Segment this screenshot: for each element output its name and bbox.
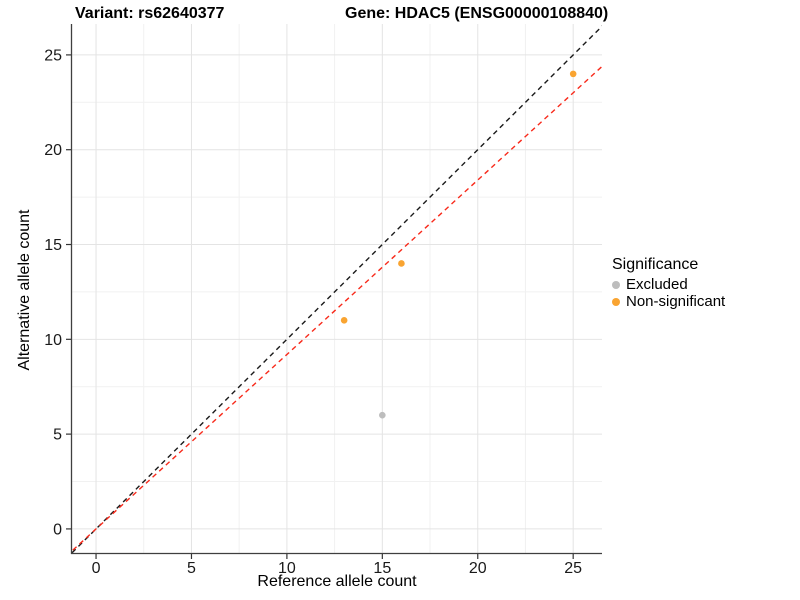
legend-item-excluded: Excluded [612,276,725,293]
y-tick-label: 20 [44,142,62,159]
y-tick-label: 5 [53,427,62,444]
data-point-excluded [379,411,386,419]
panel-area [72,24,602,553]
fit-line [72,65,602,552]
x-tick-label: 20 [469,560,487,577]
y-axis-title: Alternative allele count [16,209,33,371]
data-point-non-significant [569,70,577,78]
x-tick-label: 15 [373,560,391,577]
legend: Significance Excluded Non-significant [612,256,725,310]
y-tick-label: 15 [44,237,62,254]
y-tick-label: 25 [44,47,62,64]
x-tick-label: 10 [278,560,296,577]
y-tick-label: 0 [53,521,62,538]
x-axis-title: Reference allele count [257,573,417,590]
data-point-non-significant [398,260,405,267]
variant-title: Variant: rs62640377 [75,5,225,22]
non-significant-dot-icon [612,297,620,306]
gene-title: Gene: HDAC5 (ENSG00000108840) [345,5,609,22]
identity-line [72,25,602,553]
x-tick-label: 25 [564,560,582,577]
data-point-non-significant [340,317,348,324]
excluded-dot-icon [612,280,620,289]
legend-item-label: Non-significant [626,293,726,310]
legend-item-non-significant: Non-significant [612,293,725,310]
x-tick-label: 0 [92,560,101,577]
legend-title: Significance [612,256,699,273]
legend-item-label: Excluded [626,276,688,293]
y-tick-label: 10 [44,332,62,349]
x-tick-label: 5 [187,560,196,577]
